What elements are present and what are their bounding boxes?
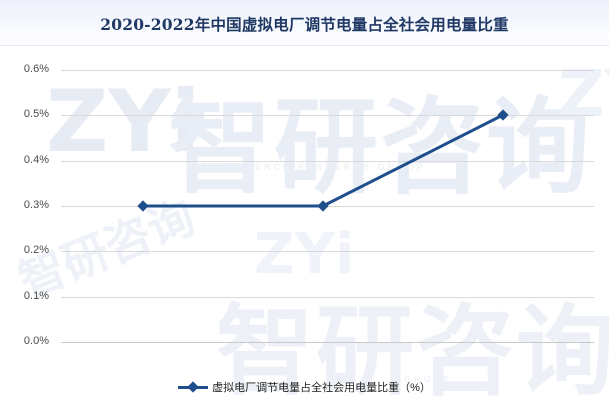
data-point-2020[interactable] [137, 200, 149, 212]
y-axis-tick-0.3: 0.3% [23, 199, 49, 211]
plot-area: 0.6% 0.5% 0.4% 0.3% 0.2% 0.1% 0.0% 2020年… [24, 63, 594, 347]
title-divider [0, 45, 609, 46]
data-point-2021[interactable] [317, 200, 329, 212]
chart-title: 2020-2022年中国虚拟电厂调节电量占全社会用电量比重 [100, 15, 509, 34]
gridline-0.5 [61, 115, 594, 116]
series-line-ratio [141, 113, 505, 208]
gridline-0.1 [61, 297, 594, 298]
legend-marker-icon [178, 381, 209, 393]
series-layer [137, 109, 509, 212]
legend-label-ratio[interactable]: 虚拟电厂调节电量占全社会用电量比重（%） [212, 382, 431, 394]
gridline-0.0 [61, 342, 594, 343]
gridline-0.6 [61, 70, 594, 71]
chart-legend: 虚拟电厂调节电量占全社会用电量比重（%） [0, 379, 609, 395]
gridline-0.2 [61, 251, 594, 252]
gridline-0.4 [61, 161, 594, 162]
data-point-2022[interactable] [497, 109, 509, 121]
y-axis-tick-0.2: 0.2% [23, 244, 49, 256]
y-axis-tick-0.6: 0.6% [23, 63, 49, 75]
y-axis-tick-0.1: 0.1% [23, 290, 49, 302]
legend-diamond-icon [187, 381, 199, 393]
title-band [0, 0, 609, 46]
y-axis-tick-0.5: 0.5% [23, 108, 49, 120]
y-axis-tick-0.4: 0.4% [23, 154, 49, 166]
y-axis-tick-0.0: 0.0% [23, 335, 49, 347]
